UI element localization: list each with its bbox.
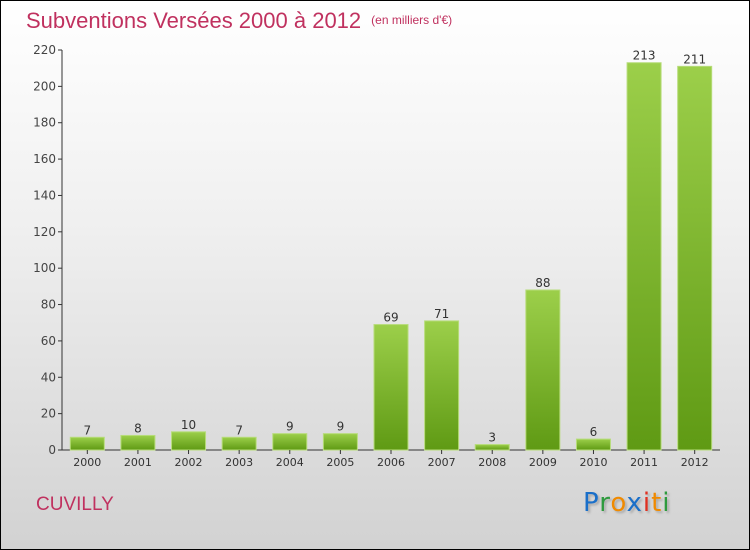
data-label: 211 — [683, 52, 706, 66]
y-tick-label: 220 — [33, 43, 56, 57]
bar-2001 — [120, 434, 156, 451]
bar-2012 — [677, 65, 713, 451]
data-label: 6 — [590, 425, 598, 439]
x-tick-label: 2001 — [124, 456, 152, 469]
logo-letter: o — [610, 488, 627, 518]
logo-letter: t — [651, 488, 663, 518]
y-tick-label: 200 — [33, 79, 56, 93]
y-tick-label: 140 — [33, 188, 56, 202]
logo-letter: r — [599, 488, 611, 518]
y-tick-label: 40 — [41, 370, 56, 384]
bar-2011 — [626, 62, 662, 451]
bar-2009 — [525, 289, 561, 451]
bar-2006 — [373, 324, 409, 451]
proxiti-logo: Proxiti — [583, 488, 671, 518]
data-label: 88 — [535, 276, 550, 290]
y-tick-label: 20 — [41, 407, 56, 421]
x-tick-label: 2005 — [326, 456, 354, 469]
data-label: 213 — [633, 49, 656, 63]
data-label: 7 — [83, 423, 91, 437]
data-label: 69 — [383, 311, 398, 325]
logo-letter: i — [662, 488, 671, 518]
chart-title: Subventions Versées 2000 à 2012 — [26, 8, 362, 33]
x-tick-label: 2000 — [73, 456, 101, 469]
bar-2004 — [272, 433, 308, 451]
x-tick-label: 2006 — [377, 456, 405, 469]
data-label: 3 — [488, 431, 496, 445]
y-tick-label: 80 — [41, 298, 56, 312]
y-tick-label: 0 — [48, 443, 56, 457]
x-tick-label: 2012 — [681, 456, 709, 469]
data-label: 9 — [337, 420, 345, 434]
x-tick-label: 2002 — [175, 456, 203, 469]
data-label: 9 — [286, 420, 294, 434]
bar-2010 — [575, 438, 611, 451]
commune-name: CUVILLY — [36, 494, 114, 515]
x-tick-label: 2008 — [478, 456, 506, 469]
y-tick-label: 100 — [33, 261, 56, 275]
y-tick-label: 180 — [33, 116, 56, 130]
data-label: 8 — [134, 421, 142, 435]
logo-letter: P — [583, 488, 600, 518]
logo-letter: x — [626, 488, 643, 518]
bar-2002 — [171, 431, 207, 451]
data-label: 71 — [434, 307, 449, 321]
x-tick-label: 2010 — [579, 456, 607, 469]
bar-2003 — [221, 436, 257, 451]
y-tick-label: 120 — [33, 225, 56, 239]
bar-2000 — [69, 436, 105, 451]
bar-2005 — [322, 433, 358, 451]
x-tick-label: 2007 — [428, 456, 456, 469]
y-tick-label: 160 — [33, 152, 56, 166]
y-tick-label: 60 — [41, 334, 56, 348]
bar-2007 — [424, 320, 460, 451]
data-label: 10 — [181, 418, 196, 432]
bar-2008 — [474, 444, 510, 451]
data-label: 7 — [235, 423, 243, 437]
x-tick-label: 2011 — [630, 456, 658, 469]
chart-unit: (en milliers d'€) — [371, 13, 453, 27]
x-tick-label: 2009 — [529, 456, 557, 469]
x-tick-label: 2004 — [276, 456, 304, 469]
x-tick-label: 2003 — [225, 456, 253, 469]
logo-letter: i — [642, 488, 652, 518]
